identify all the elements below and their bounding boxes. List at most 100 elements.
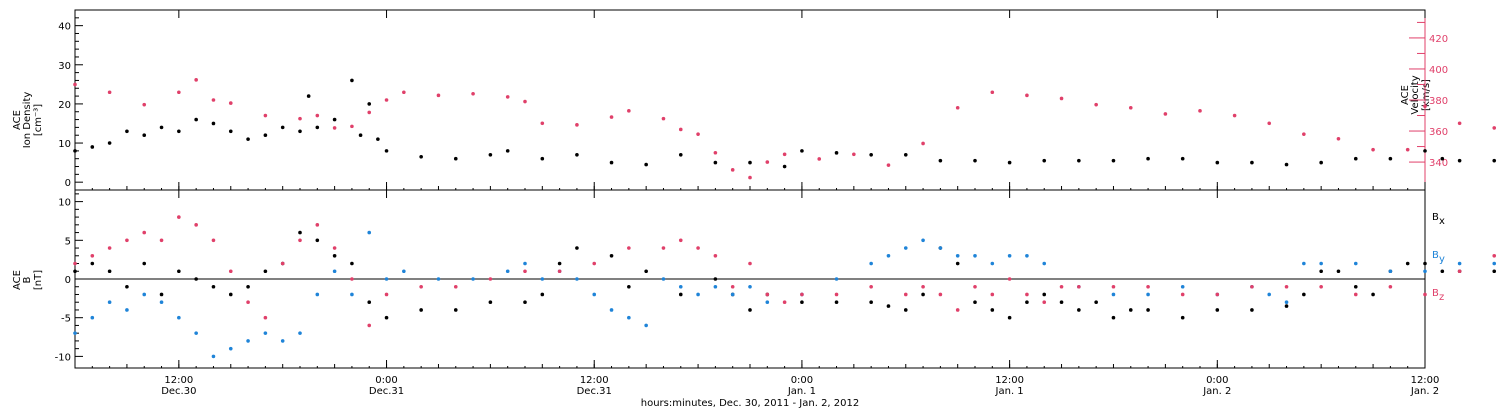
bottom-b-series-0-point [713,277,718,281]
bottom-b-series-2-point [280,261,285,266]
bottom-b-series-0-point [1042,292,1047,297]
top-velocity-series-0-point [142,102,147,107]
bottom-b-series-2-point [955,308,960,312]
bottom-left-tick-label: 10 [58,198,71,209]
bottom-b-series-2-point [1111,284,1116,289]
top-density-series-0-point [384,149,389,153]
bottom-b-series-1-point [436,277,441,281]
bottom-b-series-1-point [1146,292,1150,297]
top-density-series-0-point [125,129,129,134]
bottom-b-series-1-point [1302,261,1306,266]
bottom-b-series-0-point [332,253,337,258]
bottom-b-series-1-point [1423,269,1427,274]
top-velocity-series-0-point [765,160,770,164]
top-density-series-0-point [358,133,363,138]
bottom-b-series-1-point [142,292,147,297]
top-velocity-series-0-point [1025,93,1029,98]
bottom-b-series-1-point [505,269,510,274]
bottom-b-series-2-point [1284,284,1289,289]
top-right-ylabel-line2: Velocity [1410,75,1421,114]
bottom-left-tick-label: -5 [61,314,71,325]
bottom-b-series-1-point [1025,253,1029,258]
top-right-tick-label: 380 [1429,96,1448,107]
bottom-b-series-0-point [1319,269,1323,274]
top-velocity-series-0-point [955,105,960,110]
bottom-b-series-2-point [1492,253,1497,258]
top-left-ylabel-line3: [cm⁻³] [33,104,44,136]
top-velocity-series-0-point [194,78,198,82]
top-density-series-0-point [869,152,873,157]
bottom-b-series-1-point [1353,261,1358,266]
top-density-series-0-point [903,152,908,157]
bottom-b-series-2-point [1077,284,1081,289]
bottom-b-series-1-point [1267,292,1272,297]
top-velocity-series-0-point [661,116,666,121]
bottom-b-series-2-point [263,315,268,320]
bottom-b-series-1-point [125,308,129,312]
bottom-b-series-1-point [315,292,320,297]
bottom-b-series-0-point [800,300,804,305]
top-density-series-0-point [142,133,147,138]
bottom-b-series-2-point [869,284,873,289]
top-velocity-series-0-point [748,175,752,180]
bottom-b-series-0-point [921,292,925,297]
bottom-b-series-1-point [402,269,406,274]
bottom-b-series-1-point [627,315,631,320]
bottom-b-series-0-point [367,300,372,305]
top-left-tick-label: 40 [58,22,71,33]
top-velocity-series-0-point [886,163,891,167]
bottom-b-series-0-point [107,269,112,274]
bottom-b-series-1-point [246,339,250,343]
bottom-b-series-0-point [246,284,250,289]
bottom-b-series-0-point [1302,292,1306,297]
top-density-series-0-point [90,145,95,149]
bottom-b-series-2-point [713,253,718,258]
top-density-series-0-point [1353,156,1358,161]
bottom-b-series-2-point [557,269,562,274]
top-velocity-series-0-point [228,101,233,105]
top-density-series-0-point [376,137,380,141]
bottom-b-series-0-point [1423,261,1427,266]
top-density-series-0-point [1423,149,1427,153]
top-density-series-0-point [306,94,311,98]
bottom-b-series-2-point [1025,292,1029,297]
legend-subscript: z [1439,292,1444,303]
top-velocity-series-0-point [540,121,545,126]
bottom-b-series-2-point [73,261,77,266]
top-density-series-0-point [1146,156,1150,161]
bottom-b-series-0-point [1405,261,1410,266]
bottom-b-series-2-point [90,253,95,258]
bottom-b-series-2-point [903,292,908,297]
bottom-b-series-2-point [696,246,700,250]
legend-subscript: x [1439,216,1445,227]
top-velocity-series-0-point [1423,104,1427,109]
top-velocity-series-0-point [1128,105,1133,110]
top-velocity-series-0-point [107,90,112,95]
top-velocity-series-0-point [1267,121,1272,126]
bottom-b-series-1-point [678,284,683,289]
bottom-b-series-0-point [315,238,320,243]
x-tick-time-label: 12:00 [164,375,193,386]
top-velocity-series-0-point [575,123,579,127]
bottom-b-series-1-point [1284,300,1289,305]
bottom-b-series-0-point [1336,269,1341,274]
top-velocity-series-0-point [1094,102,1098,107]
top-density-series-0-point [1215,160,1220,165]
top-right-ylabel: ACE Velocity [km/s] [1400,75,1432,114]
bottom-b-series-2-point [1059,284,1064,289]
bottom-b-series-2-point [921,284,925,289]
top-density-series-0-point [782,164,787,169]
bottom-b-series-2-point [177,215,181,219]
bottom-b-series-0-point [1250,308,1254,312]
bottom-b-series-0-point [1059,300,1064,305]
top-density-series-0-point [194,117,198,122]
top-velocity-series-0-point [315,113,320,118]
top-velocity-series-0-point [1405,147,1410,152]
top-velocity-series-0-point [627,109,631,113]
bottom-b-series-2-point [678,238,683,243]
bottom-b-series-1-point [367,230,372,235]
top-density-series-0-point [488,152,493,157]
bottom-b-series-2-point [938,292,943,297]
bottom-b-series-0-point [419,308,423,312]
